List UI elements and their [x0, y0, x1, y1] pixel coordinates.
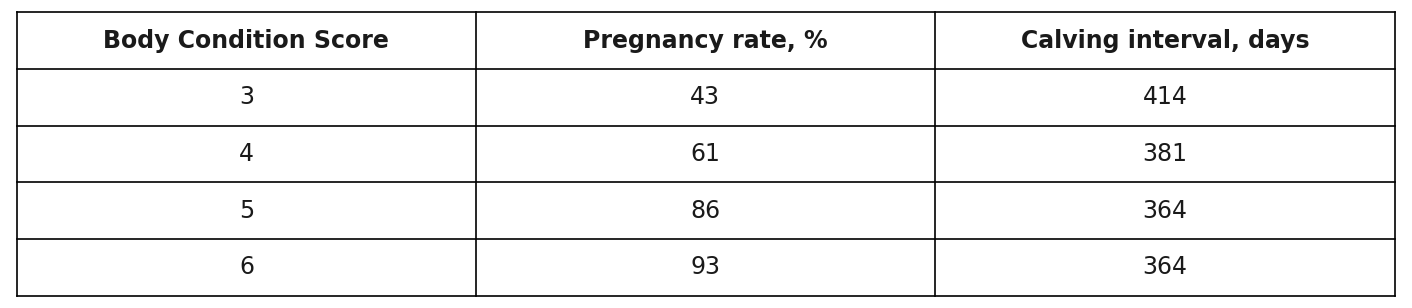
Text: 61: 61 — [690, 142, 720, 166]
Text: Pregnancy rate, %: Pregnancy rate, % — [583, 29, 827, 53]
Text: 414: 414 — [1142, 85, 1187, 109]
Text: 4: 4 — [239, 142, 254, 166]
Text: 381: 381 — [1142, 142, 1187, 166]
Text: 364: 364 — [1142, 255, 1187, 279]
Text: 93: 93 — [690, 255, 720, 279]
Text: Calving interval, days: Calving interval, days — [1021, 29, 1309, 53]
Text: 364: 364 — [1142, 199, 1187, 223]
Text: 6: 6 — [239, 255, 254, 279]
Text: 5: 5 — [239, 199, 254, 223]
Text: 3: 3 — [239, 85, 254, 109]
Text: 43: 43 — [690, 85, 720, 109]
Text: 86: 86 — [690, 199, 720, 223]
Text: Body Condition Score: Body Condition Score — [103, 29, 390, 53]
